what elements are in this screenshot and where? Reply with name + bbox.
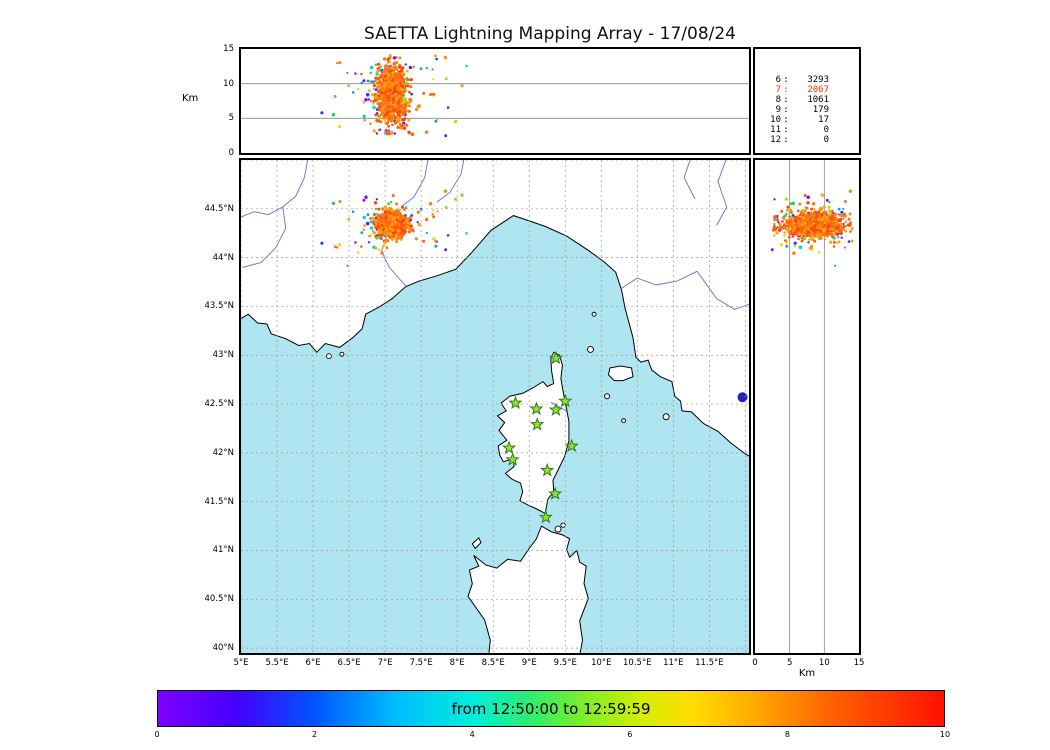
sensor-station-star: [548, 350, 563, 365]
sensor-station-star: [558, 393, 573, 408]
sensor-station-star: [548, 402, 563, 416]
map-x-tick: 6.5°E: [337, 658, 361, 668]
sensor-station-star: [548, 486, 563, 500]
station-count-text: 2067: [807, 85, 829, 95]
map-y-tick: 43°N: [212, 350, 234, 361]
station-count-text: 17: [818, 115, 829, 125]
station-count-text: 7: [775, 85, 781, 95]
colorbar-tick: 10: [939, 730, 951, 739]
station-count-text: :: [783, 125, 789, 135]
station-count-text: 0: [823, 135, 829, 145]
station-count-text: :: [783, 95, 789, 105]
map-y-tick: 40.5°N: [204, 594, 234, 605]
altitude-y-tick: 10: [223, 78, 234, 89]
sensor-station-star: [538, 509, 553, 524]
station-count-row: 11: 0: [755, 125, 859, 135]
altitude-x-tick: 5: [786, 658, 793, 668]
station-count-text: :: [783, 115, 789, 125]
map-x-tick: 9°E: [521, 658, 537, 668]
map-x-tick: 10.5°E: [623, 658, 652, 668]
station-count-text: 11: [770, 125, 781, 135]
map-x-tick: 7°E: [377, 658, 393, 668]
map-x-tick: 11.5°E: [695, 658, 724, 668]
map-panel: [239, 158, 751, 655]
station-count-text: 12: [770, 135, 781, 145]
station-count-text: :: [783, 75, 789, 85]
colorbar-tick: 0: [154, 730, 160, 739]
colorbar-tick: 8: [784, 730, 790, 739]
station-count-text: 0: [823, 125, 829, 135]
sensor-station-star: [529, 401, 544, 415]
altitude-latitude-panel: [753, 158, 861, 655]
station-count-text: 9: [775, 105, 781, 115]
map-x-tick: 11°E: [663, 658, 684, 668]
sensor-station-star: [505, 452, 520, 466]
map-y-tick: 42.5°N: [204, 399, 234, 410]
map-x-tick: 9.5°E: [553, 658, 577, 668]
top-panel-km-label: Km: [182, 93, 199, 104]
map-x-tick: 5.5°E: [265, 658, 289, 668]
station-count-row: 9: 179: [755, 105, 859, 115]
page-title: SAETTA Lightning Mapping Array - 17/08/2…: [364, 24, 736, 44]
map-plot: [241, 160, 749, 653]
station-count-text: 8: [775, 95, 781, 105]
map-y-tick: 43.5°N: [204, 301, 234, 312]
sensor-station-star: [530, 417, 545, 431]
station-count-text: :: [783, 105, 789, 115]
colorbar-tick: 2: [312, 730, 318, 739]
station-count-row: 6: 3293: [755, 75, 859, 85]
altitude-longitude-plot: [241, 54, 749, 138]
station-count-row: 8: 1061: [755, 95, 859, 105]
station-count-text: :: [783, 85, 789, 95]
map-x-tick: 8.5°E: [481, 658, 505, 668]
station-counts-panel: 6: 3293 7: 2067 8: 1061 9: 179 10: 17 11: 0 12: 0: [753, 47, 861, 155]
map-y-tick: 44.5°N: [204, 203, 234, 214]
map-x-tick: 5°E: [233, 658, 249, 668]
right-panel-km-label: Km: [798, 668, 816, 679]
sensor-station-star: [564, 438, 579, 453]
colorbar-tick: 6: [627, 730, 633, 739]
station-count-text: :: [783, 135, 789, 145]
altitude-longitude-panel: [239, 47, 751, 155]
station-count-text: 6: [775, 75, 781, 85]
colorbar-tick: 4: [469, 730, 475, 739]
altitude-x-tick: 15: [853, 658, 865, 668]
map-y-tick: 40°N: [212, 643, 234, 654]
altitude-y-tick: 15: [223, 44, 234, 54]
map-y-tick: 41.5°N: [204, 496, 234, 507]
map-x-tick: 8°E: [449, 658, 465, 668]
map-x-tick: 7.5°E: [409, 658, 433, 668]
altitude-x-tick: 0: [752, 658, 758, 668]
sensor-station-star: [508, 395, 523, 410]
station-count-text: 179: [812, 105, 829, 115]
station-count-text: 3293: [807, 75, 829, 85]
sensor-station-star: [540, 462, 555, 477]
altitude-latitude-plot: [770, 160, 854, 653]
station-count-row: 7: 2067: [755, 85, 859, 95]
sensor-station-star: [501, 440, 517, 454]
colorbar: from 12:50:00 to 12:59:59: [157, 690, 945, 727]
altitude-y-tick: 0: [228, 148, 234, 158]
station-count-row: 12: 0: [755, 135, 859, 145]
map-y-tick: 44°N: [212, 252, 234, 263]
station-count-row: 10: 17: [755, 115, 859, 125]
colorbar-label: from 12:50:00 to 12:59:59: [451, 699, 651, 718]
map-x-tick: 6°E: [305, 658, 321, 668]
altitude-y-tick: 5: [228, 113, 234, 124]
map-y-tick: 41°N: [212, 545, 234, 556]
station-count-text: 10: [770, 115, 781, 125]
map-x-tick: 10°E: [591, 658, 612, 668]
station-count-text: 1061: [807, 95, 829, 105]
altitude-x-tick: 10: [818, 658, 830, 668]
map-y-tick: 42°N: [212, 447, 234, 458]
